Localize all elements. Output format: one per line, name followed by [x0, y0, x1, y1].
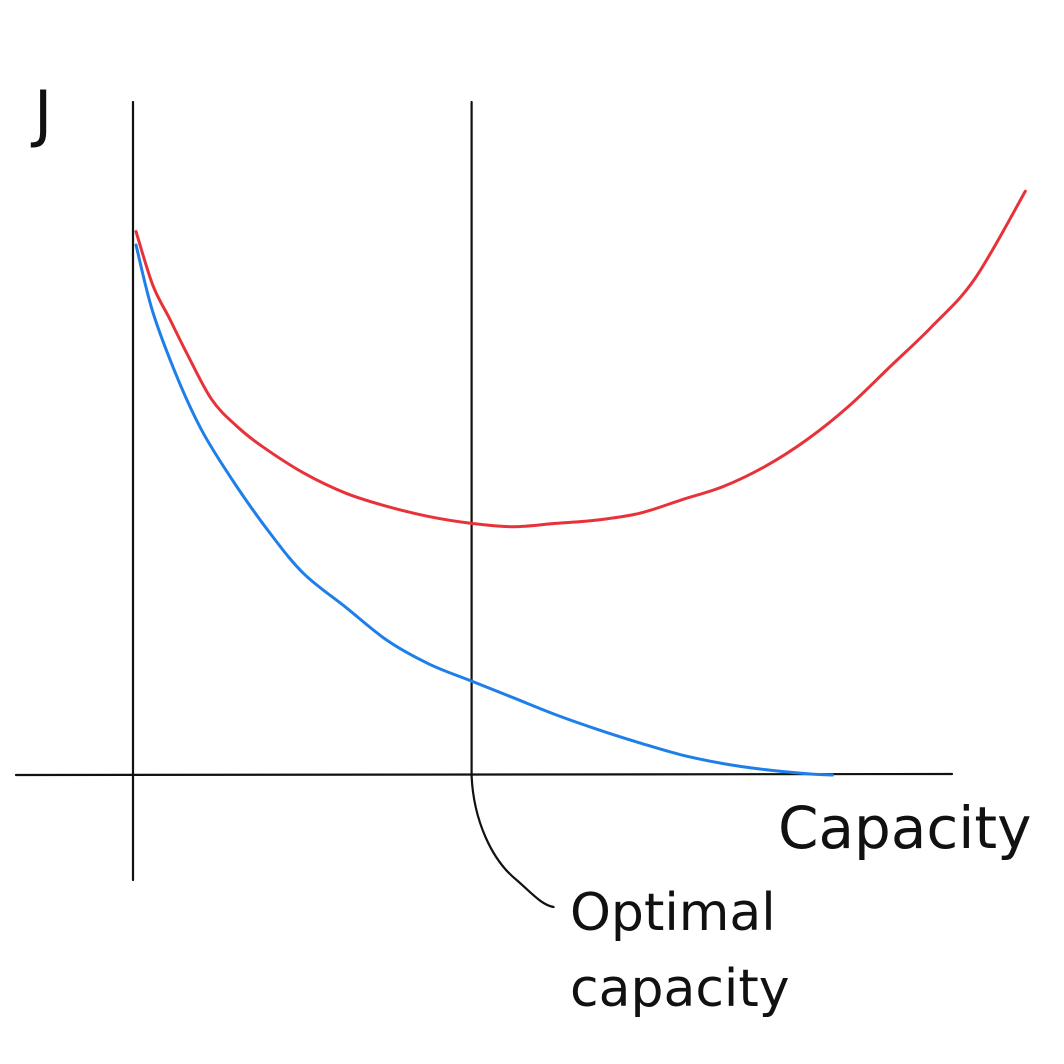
series-layer: [134, 189, 1027, 777]
axes: [14, 100, 954, 909]
annotation-leader-line: [470, 774, 555, 909]
y-axis-label: J: [30, 77, 52, 150]
series-line-red: [134, 189, 1027, 529]
series-line-blue: [134, 243, 834, 777]
x-axis-label: Capacity: [778, 794, 1031, 862]
annotation-text-line: capacity: [570, 959, 790, 1019]
annotation-text-line: Optimal: [570, 883, 776, 943]
